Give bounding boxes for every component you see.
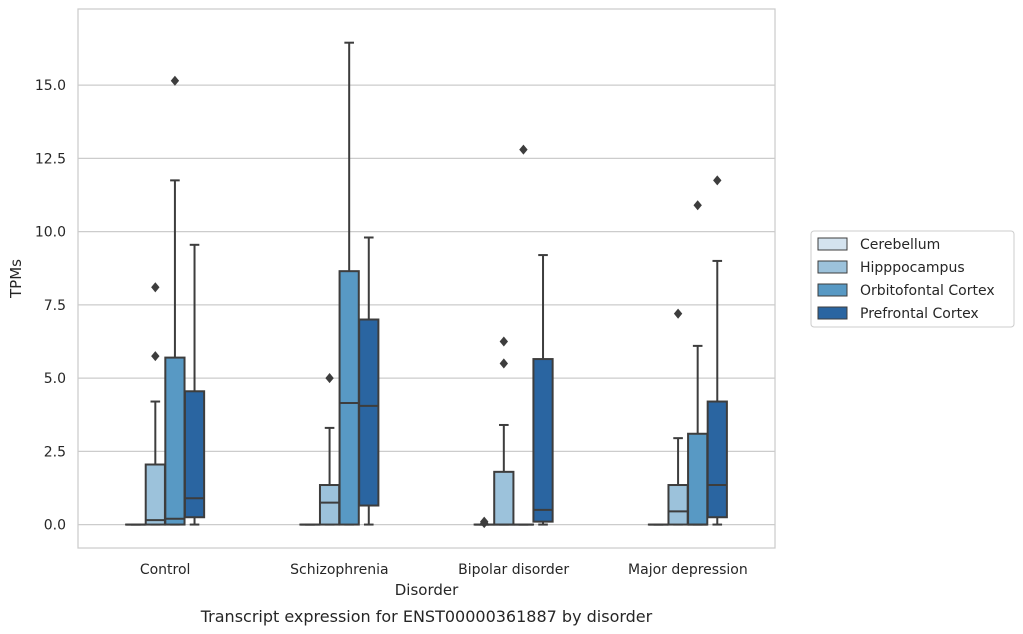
legend-label: Cerebellum	[860, 237, 940, 253]
legend-swatch	[817, 237, 848, 251]
outlier-point	[713, 175, 722, 186]
box	[687, 200, 709, 526]
outlier-point	[693, 200, 702, 211]
plot-area-frame	[77, 8, 776, 549]
x-tick-label: Major depression	[628, 562, 748, 578]
y-tick-label: 2.5	[44, 444, 66, 460]
y-axis-ticks: 0.0 2.5 5.0 7.5 10.0 12.5 15.0	[35, 78, 66, 533]
box-body	[338, 270, 360, 526]
x-tick-label: Bipolar disorder	[458, 562, 569, 578]
box	[318, 373, 341, 526]
series-hipppocampus	[144, 282, 689, 526]
y-axis-label: TPMs	[7, 259, 25, 299]
series-prefrontal-cortex	[183, 175, 728, 526]
box-body	[532, 358, 554, 523]
outlier-point	[673, 308, 683, 319]
x-tick-label: Schizophrenia	[290, 562, 388, 578]
box-body	[667, 484, 689, 526]
legend: Cerebellum Hipppocampus Orbitofontal Corte…	[810, 230, 1015, 328]
y-tick-label: 12.5	[35, 151, 66, 167]
box-body	[164, 356, 186, 526]
box	[706, 175, 728, 526]
legend-swatch	[817, 306, 848, 320]
y-tick-label: 10.0	[35, 225, 66, 241]
legend-label: Prefrontal Cortex	[860, 306, 979, 322]
box-body	[318, 484, 341, 526]
series-orbitofontal-cortex	[164, 41, 709, 526]
box	[473, 516, 495, 529]
y-tick-label: 7.5	[44, 298, 66, 314]
legend-label: Hipppocampus	[860, 260, 965, 276]
box-body	[144, 463, 166, 526]
outlier-point	[170, 75, 180, 86]
box-body	[493, 470, 515, 526]
box-plot-series	[125, 41, 728, 529]
legend-frame	[810, 230, 1015, 328]
legend-swatch	[817, 283, 848, 297]
box-body	[358, 318, 380, 507]
box	[338, 41, 360, 526]
x-tick-label: Control	[140, 562, 191, 578]
box-body	[687, 432, 709, 526]
outlier-point	[480, 516, 489, 527]
legend-swatch	[817, 260, 848, 274]
outlier-point	[151, 282, 160, 293]
y-tick-label: 0.0	[44, 518, 66, 534]
legend-label: Orbitofontal Cortex	[860, 283, 995, 299]
box	[532, 254, 554, 526]
box	[183, 243, 206, 526]
box-body	[183, 390, 206, 519]
chart-caption: Transcript expression for ENST0000036188…	[200, 607, 653, 626]
outlier-point	[151, 351, 160, 362]
y-tick-label: 15.0	[35, 78, 66, 94]
y-tick-label: 5.0	[44, 371, 66, 387]
box	[667, 308, 689, 526]
outlier-point	[519, 144, 528, 155]
box	[493, 336, 515, 526]
outlier-point	[499, 358, 509, 369]
box	[164, 75, 186, 526]
box	[512, 144, 535, 526]
box	[358, 236, 380, 526]
series-cerebellum	[125, 516, 670, 529]
x-axis-ticks: Control Schizophrenia Bipolar disorder Majo…	[140, 562, 748, 578]
outlier-point	[325, 373, 334, 384]
outlier-point	[499, 336, 509, 347]
box	[144, 282, 166, 526]
box-body	[706, 400, 728, 519]
x-axis-label: Disorder	[395, 581, 459, 599]
